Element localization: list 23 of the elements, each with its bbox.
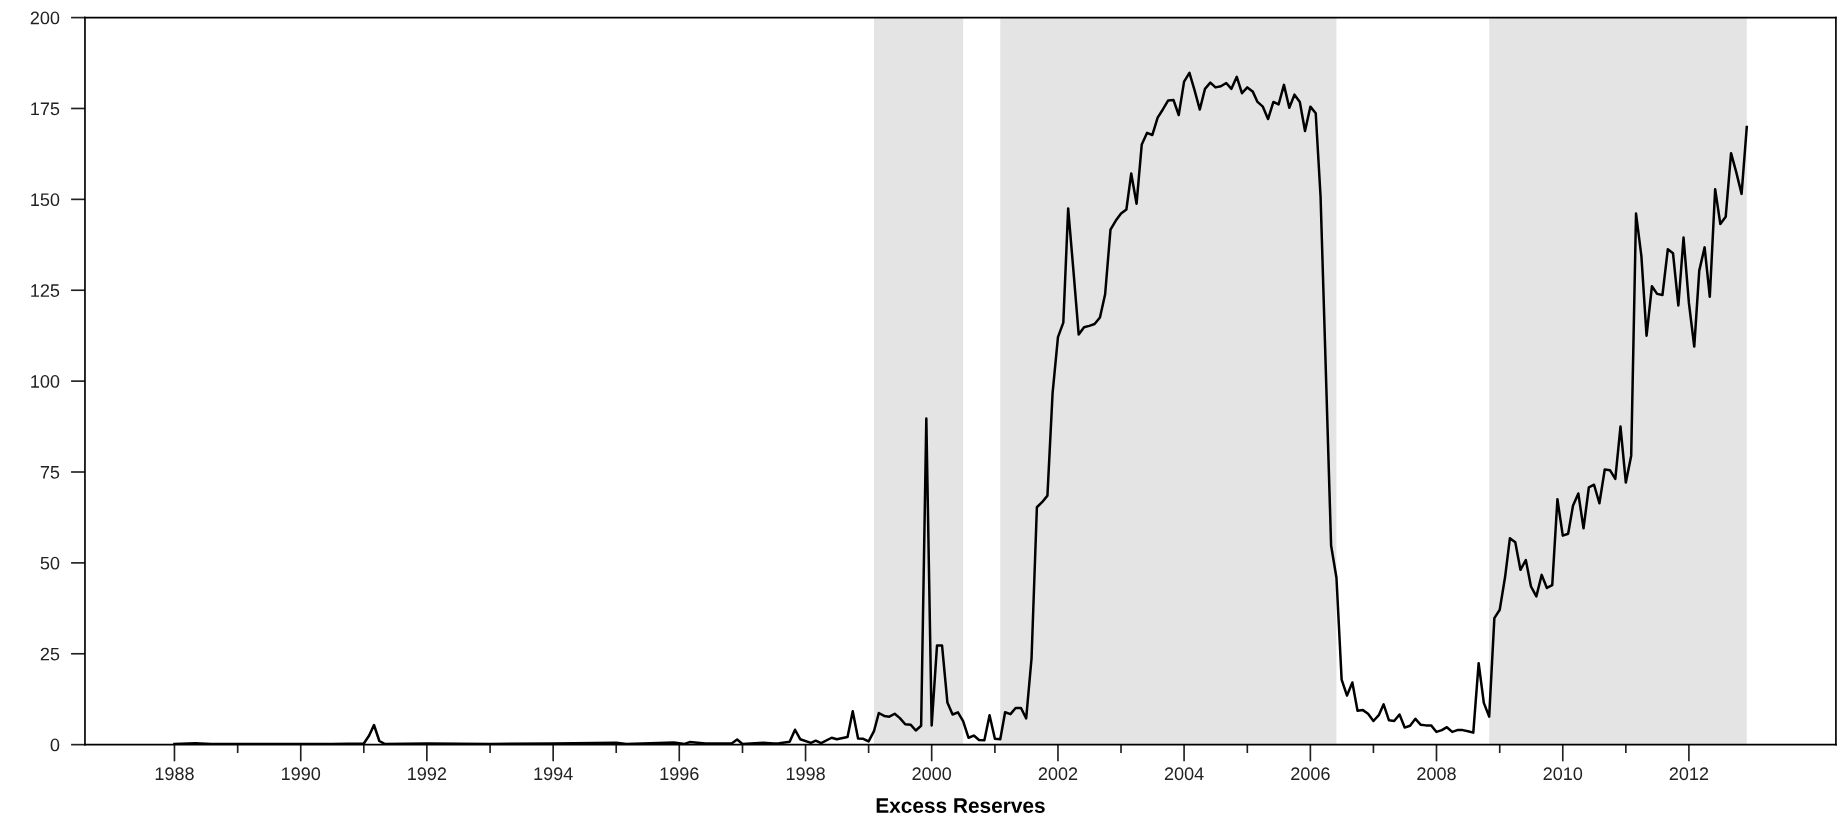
x-tick-label: 1988 — [155, 767, 194, 781]
x-axis-title: Excess Reserves — [876, 798, 1045, 813]
x-tick-label: 2002 — [1038, 767, 1078, 781]
x-tick-label: 2008 — [1417, 767, 1456, 781]
x-tick-label: 2004 — [1164, 767, 1204, 781]
x-tick-label: 1996 — [660, 767, 699, 781]
x-tick-label: 2000 — [912, 767, 952, 781]
x-tick-label: 2012 — [1669, 767, 1709, 781]
y-tick-label: 75 — [40, 466, 60, 479]
x-tick-label: 1990 — [282, 767, 321, 781]
y-tick-label: 200 — [30, 11, 60, 25]
x-tick-label: 2006 — [1291, 767, 1330, 781]
x-tick-label: 2010 — [1543, 767, 1583, 781]
y-tick-label: 150 — [31, 193, 60, 207]
y-tick-label: 0 — [50, 738, 60, 752]
y-tick-label: 125 — [31, 284, 60, 297]
x-tick-label: 1998 — [786, 767, 825, 781]
y-tick-label: 100 — [31, 375, 60, 388]
x-tick-label: 1992 — [408, 767, 447, 781]
y-tick-label: 50 — [40, 556, 60, 570]
y-tick-label: 25 — [40, 647, 60, 661]
x-tick-label: 1994 — [534, 767, 573, 781]
y-tick-label: 175 — [31, 102, 60, 116]
